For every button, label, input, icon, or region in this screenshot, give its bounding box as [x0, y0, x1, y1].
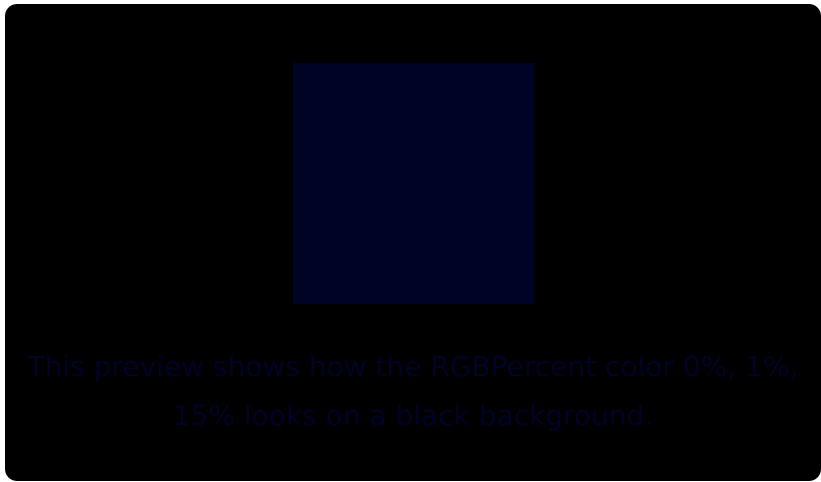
caption-line-1: This preview shows how the RGBPercent co… — [27, 350, 799, 383]
caption-line-2: 15% looks on a black background. — [172, 399, 654, 432]
preview-panel: This preview shows how the RGBPercent co… — [5, 4, 821, 481]
color-swatch — [293, 63, 534, 304]
preview-caption: This preview shows how the RGBPercent co… — [5, 342, 821, 440]
